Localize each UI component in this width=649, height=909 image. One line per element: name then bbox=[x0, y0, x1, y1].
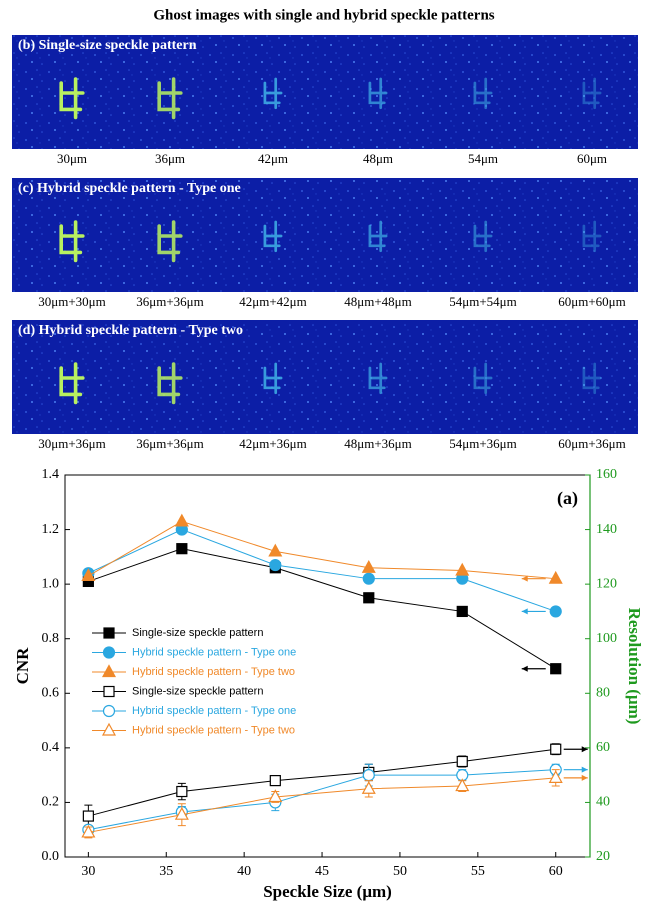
panel-caption: 60μm+36μm bbox=[558, 436, 626, 451]
panel-caption: 48μm+36μm bbox=[344, 436, 412, 451]
panel-caption: 42μm+42μm bbox=[239, 294, 307, 309]
series-line bbox=[88, 521, 555, 578]
data-point bbox=[363, 770, 374, 781]
x-tick-label: 50 bbox=[393, 864, 407, 879]
axis-arrow-head bbox=[582, 775, 588, 781]
panel-caption: 54μm+54μm bbox=[449, 294, 517, 309]
y2-tick-label: 20 bbox=[596, 849, 610, 864]
panel-caption: 36μm+36μm bbox=[136, 436, 204, 451]
y2-tick-label: 140 bbox=[596, 522, 617, 537]
legend-marker bbox=[103, 724, 115, 735]
panel-caption: 36μm+36μm bbox=[136, 294, 204, 309]
data-point bbox=[364, 593, 374, 603]
panel-caption: 60μm bbox=[577, 151, 607, 166]
y2-tick-label: 160 bbox=[596, 467, 617, 482]
data-point bbox=[176, 515, 188, 526]
legend-marker bbox=[104, 647, 115, 658]
legend-label: Hybrid speckle pattern - Type one bbox=[132, 705, 296, 717]
panel-label: (d) Hybrid speckle pattern - Type two bbox=[18, 323, 243, 338]
y2-tick-label: 40 bbox=[596, 795, 610, 810]
y2-tick-label: 100 bbox=[596, 631, 617, 646]
data-point bbox=[363, 782, 375, 793]
x-tick-label: 35 bbox=[159, 864, 173, 879]
legend-marker bbox=[103, 666, 115, 677]
series-line bbox=[88, 770, 555, 830]
y-tick-label: 0.2 bbox=[42, 795, 60, 810]
legend-label: Single-size speckle pattern bbox=[132, 627, 263, 639]
series-line bbox=[88, 530, 555, 612]
legend-label: Hybrid speckle pattern - Type one bbox=[132, 646, 296, 658]
data-point bbox=[550, 606, 561, 617]
axis-arrow-head bbox=[582, 746, 588, 752]
series-line bbox=[88, 749, 555, 816]
panel-caption: 30μm bbox=[57, 151, 87, 166]
panel-caption: 48μm+48μm bbox=[344, 294, 412, 309]
data-point bbox=[270, 560, 281, 571]
y2-axis-label: Resolution (μm) bbox=[625, 608, 644, 725]
axis-arrow-head bbox=[522, 576, 528, 582]
y-tick-label: 1.0 bbox=[42, 576, 60, 591]
data-point bbox=[363, 573, 374, 584]
data-point bbox=[456, 564, 468, 575]
panel-caption: 42μm bbox=[258, 151, 288, 166]
legend-marker bbox=[104, 687, 114, 697]
data-point bbox=[551, 664, 561, 674]
data-point bbox=[177, 787, 187, 797]
annotation: (a) bbox=[557, 488, 578, 509]
panel-caption: 36μm bbox=[155, 151, 185, 166]
legend-marker bbox=[104, 628, 114, 638]
y2-tick-label: 120 bbox=[596, 576, 617, 591]
axis-arrow-head bbox=[582, 767, 588, 773]
figure-title: Ghost images with single and hybrid spec… bbox=[153, 7, 494, 23]
x-axis-label: Speckle Size (μm) bbox=[263, 882, 392, 901]
y-tick-label: 0.0 bbox=[42, 849, 60, 864]
y2-tick-label: 60 bbox=[596, 740, 610, 755]
panel-label: (c) Hybrid speckle pattern - Type one bbox=[18, 181, 241, 196]
y-tick-label: 0.8 bbox=[42, 631, 60, 646]
y-axis-label: CNR bbox=[13, 647, 32, 685]
legend-label: Hybrid speckle pattern - Type two bbox=[132, 666, 295, 678]
data-point bbox=[551, 744, 561, 754]
axis-arrow-head bbox=[522, 666, 528, 672]
data-point bbox=[269, 790, 281, 801]
panel-caption: 60μm+60μm bbox=[558, 294, 626, 309]
panel-caption: 48μm bbox=[363, 151, 393, 166]
legend-label: Hybrid speckle pattern - Type two bbox=[132, 724, 295, 736]
data-point bbox=[456, 780, 468, 791]
panel-label: (b) Single-size speckle pattern bbox=[18, 38, 197, 53]
data-point bbox=[177, 544, 187, 554]
data-point bbox=[457, 606, 467, 616]
axis-arrow-head bbox=[522, 608, 528, 614]
y-tick-label: 0.4 bbox=[42, 740, 60, 755]
panel-caption: 42μm+36μm bbox=[239, 436, 307, 451]
panel-caption: 54μm bbox=[468, 151, 498, 166]
panel-caption: 54μm+36μm bbox=[449, 436, 517, 451]
data-point bbox=[83, 811, 93, 821]
x-tick-label: 60 bbox=[549, 864, 563, 879]
legend-label: Single-size speckle pattern bbox=[132, 685, 263, 697]
x-tick-label: 30 bbox=[81, 864, 95, 879]
series-line bbox=[88, 778, 555, 833]
x-tick-label: 45 bbox=[315, 864, 329, 879]
y-tick-label: 0.6 bbox=[42, 686, 60, 701]
y2-tick-label: 80 bbox=[596, 686, 610, 701]
y-tick-label: 1.2 bbox=[42, 522, 60, 537]
x-tick-label: 55 bbox=[471, 864, 485, 879]
y-tick-label: 1.4 bbox=[42, 467, 60, 482]
panel-caption: 30μm+30μm bbox=[38, 294, 106, 309]
figure: Ghost images with single and hybrid spec… bbox=[0, 0, 649, 909]
panel-caption: 30μm+36μm bbox=[38, 436, 106, 451]
data-point bbox=[270, 776, 280, 786]
data-point bbox=[550, 572, 562, 583]
page: {"title": "Ghost images with single and … bbox=[0, 0, 649, 909]
x-tick-label: 40 bbox=[237, 864, 251, 879]
legend-marker bbox=[104, 706, 115, 717]
data-point bbox=[457, 757, 467, 767]
